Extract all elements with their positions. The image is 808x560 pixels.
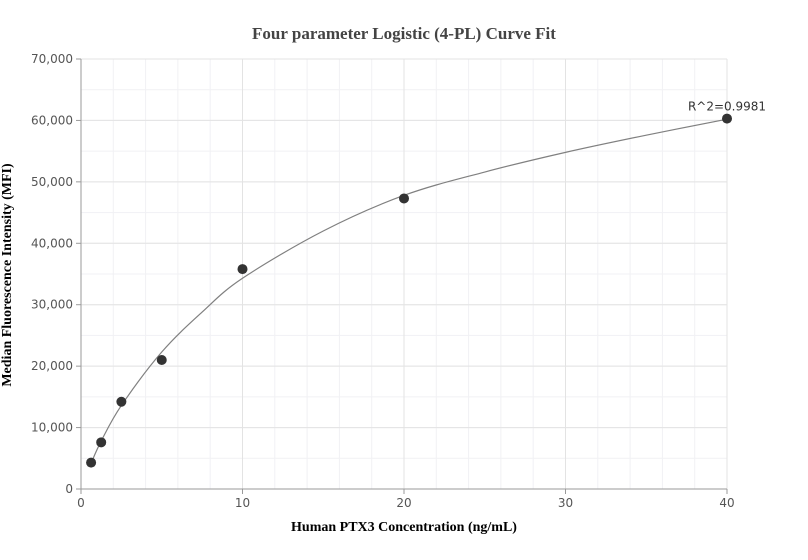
- data-point: [86, 457, 97, 468]
- chart-title: Four parameter Logistic (4-PL) Curve Fit: [252, 24, 556, 43]
- x-tick-label: 0: [77, 496, 85, 510]
- fit-curve-layer: [90, 118, 728, 464]
- grid: [80, 58, 728, 490]
- axes: [76, 58, 728, 494]
- data-point: [237, 264, 248, 275]
- labels-layer: Four parameter Logistic (4-PL) Curve Fit…: [0, 24, 766, 535]
- x-tick-label: 30: [558, 496, 573, 510]
- fit-curve-line: [90, 118, 728, 464]
- y-tick-label: 50,000: [31, 175, 73, 189]
- y-axis-label: Median Fluorescence Intensity (MFI): [0, 163, 15, 387]
- r-squared-annotation: R^2=0.9981: [688, 100, 766, 114]
- y-tick-label: 20,000: [31, 359, 73, 373]
- x-tick-label: 10: [235, 496, 250, 510]
- data-point: [156, 355, 167, 365]
- x-tick-label: 20: [396, 496, 411, 510]
- x-tick-label: 40: [719, 496, 734, 510]
- data-point: [96, 437, 107, 448]
- data-point: [399, 193, 409, 204]
- y-tick-label: 10,000: [31, 421, 73, 435]
- x-axis-label: Human PTX3 Concentration (ng/mL): [291, 520, 517, 535]
- y-tick-label: 30,000: [31, 298, 73, 312]
- y-tick-label: 60,000: [31, 113, 73, 127]
- y-tick-label: 70,000: [31, 52, 73, 66]
- data-point: [116, 396, 127, 407]
- data-point: [722, 113, 732, 124]
- y-tick-label: 0: [65, 482, 73, 496]
- y-tick-label: 40,000: [31, 236, 73, 250]
- data-points-layer: [86, 113, 732, 468]
